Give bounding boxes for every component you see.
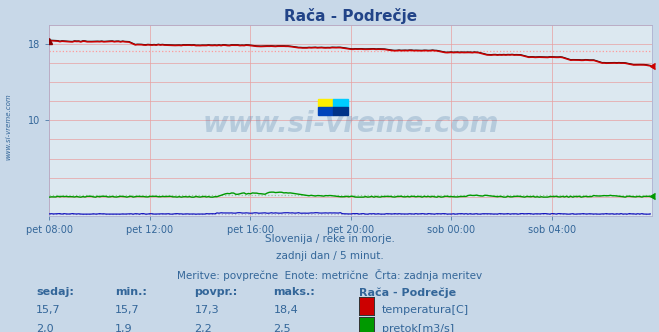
Bar [318,99,333,107]
Text: Meritve: povprečne  Enote: metrične  Črta: zadnja meritev: Meritve: povprečne Enote: metrične Črta:… [177,269,482,281]
Text: 1,9: 1,9 [115,324,133,332]
Text: www.si-vreme.com: www.si-vreme.com [5,93,11,160]
Text: 2,0: 2,0 [36,324,54,332]
Text: 15,7: 15,7 [36,305,61,315]
Text: 18,4: 18,4 [273,305,299,315]
Text: www.si-vreme.com: www.si-vreme.com [203,110,499,138]
Text: zadnji dan / 5 minut.: zadnji dan / 5 minut. [275,251,384,261]
Text: 17,3: 17,3 [194,305,219,315]
Text: temperatura[C]: temperatura[C] [382,305,469,315]
Text: Rača - Podrečje: Rača - Podrečje [359,287,456,298]
Text: 2,2: 2,2 [194,324,212,332]
Text: povpr.:: povpr.: [194,287,238,297]
Text: Slovenija / reke in morje.: Slovenija / reke in morje. [264,234,395,244]
Bar [318,107,333,115]
Text: maks.:: maks.: [273,287,315,297]
Title: Rača - Podrečje: Rača - Podrečje [284,8,418,24]
Text: 15,7: 15,7 [115,305,140,315]
Bar [333,107,348,115]
Text: sedaj:: sedaj: [36,287,74,297]
Text: min.:: min.: [115,287,147,297]
Text: 2,5: 2,5 [273,324,291,332]
Bar [333,99,348,107]
Text: pretok[m3/s]: pretok[m3/s] [382,324,454,332]
